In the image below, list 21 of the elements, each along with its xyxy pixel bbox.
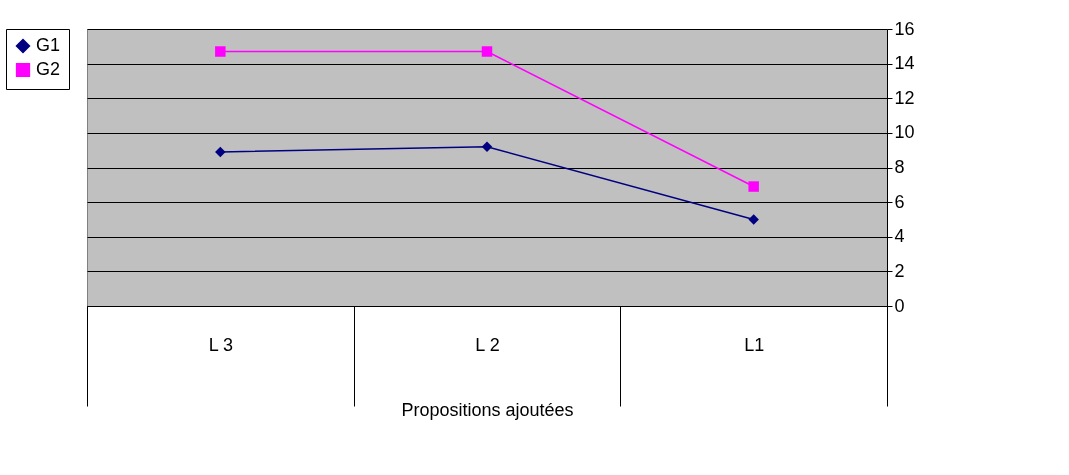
y-tick-label: 16 [894,18,915,39]
x-tick-label: L 3 [208,334,234,355]
y-tick-label: 4 [894,226,905,247]
point [748,181,759,192]
y-tick-label: 14 [894,53,915,74]
y-tick-label: 12 [894,87,915,108]
y-tick-label: 10 [894,122,915,143]
point [481,46,493,57]
x-tick-label: L 2 [475,334,500,355]
y-tick-label: 2 [894,260,905,281]
point [481,141,493,152]
y-tick-label: 0 [894,295,905,316]
legend-label: G2 [36,59,61,79]
y-tick-label: 6 [894,191,905,212]
legend-label: G1 [36,35,61,55]
x-tick-label: L1 [744,334,765,355]
y-tick-label: 8 [894,157,905,177]
point [748,214,759,225]
x-axis-title: Propositions ajoutées [401,400,574,420]
point [215,46,226,57]
point [215,146,226,158]
